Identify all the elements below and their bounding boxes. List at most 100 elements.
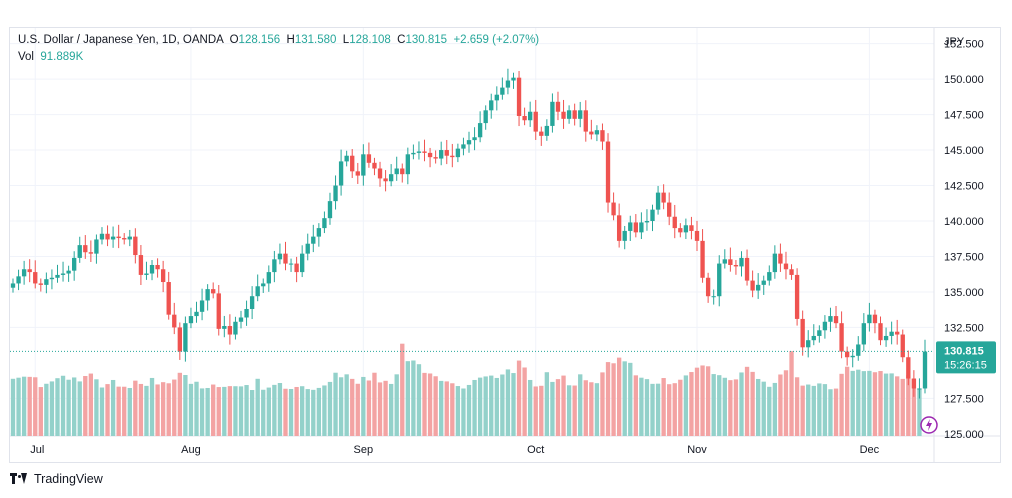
volume-bar <box>55 378 60 436</box>
volume-bar <box>110 379 116 436</box>
candle <box>338 149 344 196</box>
lightning-icon[interactable] <box>920 416 938 434</box>
volume-bar <box>572 385 577 436</box>
candle-body <box>672 216 677 229</box>
volume-bar <box>277 383 283 436</box>
candle <box>155 258 160 278</box>
candle-body <box>99 233 105 240</box>
price-tick-label: 142.500 <box>944 181 984 193</box>
candle <box>21 260 27 285</box>
volume-bar <box>355 383 360 436</box>
candle-body <box>94 239 99 254</box>
volume-bar <box>717 375 722 436</box>
candle <box>172 302 177 335</box>
candle <box>639 212 644 240</box>
time-tick-label: Oct <box>527 444 544 456</box>
candle <box>77 236 82 263</box>
volume-bar <box>233 386 238 436</box>
candle <box>739 251 744 277</box>
candle <box>806 330 811 358</box>
volume-bar <box>77 381 82 436</box>
candle <box>794 268 800 326</box>
volume-bar <box>327 381 333 436</box>
candle <box>405 147 410 185</box>
volume-bar <box>500 374 505 436</box>
close-value: 130.815 <box>405 34 448 46</box>
candle-body <box>772 253 778 273</box>
candle-body <box>194 311 199 317</box>
candle-body <box>655 192 661 210</box>
candle <box>188 307 194 329</box>
candle <box>283 241 288 271</box>
candle <box>555 91 561 121</box>
lightning-icon-bolt <box>926 419 932 431</box>
candle <box>655 185 661 215</box>
volume-bar <box>255 378 260 436</box>
candle <box>705 272 711 303</box>
volume-bar <box>316 387 322 436</box>
candle-body <box>227 326 233 335</box>
candle <box>789 264 794 280</box>
price-tick-label: 132.500 <box>944 322 984 334</box>
candle <box>344 150 349 167</box>
volume-bar <box>405 361 410 436</box>
candle-body <box>622 230 627 241</box>
candle <box>605 133 611 213</box>
candle <box>661 184 666 210</box>
volume-bar <box>539 385 544 436</box>
volume-bar <box>116 386 121 436</box>
candle <box>900 329 905 363</box>
candle-body <box>461 144 466 149</box>
candle <box>817 325 822 343</box>
price-tick-label: 147.500 <box>944 110 984 122</box>
candle-body <box>116 236 121 239</box>
candle-body <box>211 289 216 294</box>
candle-body <box>105 233 110 240</box>
candle-body <box>839 323 844 352</box>
price-tick-label: 152.500 <box>944 39 984 51</box>
candle <box>683 218 689 240</box>
volume-bar <box>605 362 611 436</box>
candle-body <box>794 274 800 319</box>
volume-bar <box>99 387 105 436</box>
candle <box>500 77 505 100</box>
tradingview-footer[interactable]: TradingView <box>10 472 103 486</box>
volume-bar <box>188 383 194 436</box>
candle-body <box>661 192 666 203</box>
candle-body <box>572 110 577 119</box>
volume-bar <box>416 364 422 436</box>
candle <box>372 157 377 176</box>
candle-body <box>528 111 533 121</box>
candle <box>878 316 883 346</box>
candle-body <box>383 178 388 182</box>
candle-body <box>322 218 327 229</box>
volume-label[interactable]: Vol <box>18 51 34 63</box>
candle <box>589 119 594 140</box>
candle <box>594 125 600 142</box>
time-tick-label: Sep <box>354 444 374 456</box>
volume-bar <box>199 388 205 436</box>
volume-bar <box>455 386 461 436</box>
candle <box>266 265 271 292</box>
candle <box>600 123 605 150</box>
candle <box>294 256 299 283</box>
volume-bar <box>772 382 778 436</box>
candle-body <box>439 150 444 159</box>
candle-body <box>405 154 410 175</box>
volume-bar <box>639 377 644 436</box>
symbol-title[interactable]: U.S. Dollar / Japanese Yen, 1D, OANDA <box>18 34 224 46</box>
last-price-tag-bg <box>936 341 996 374</box>
candle <box>383 170 388 192</box>
tradingview-logo-icon <box>10 473 28 485</box>
candle-body <box>555 101 561 112</box>
candle-body <box>717 263 722 297</box>
candle-body <box>922 351 928 389</box>
candle <box>272 250 277 283</box>
candle-body <box>377 168 383 179</box>
candle-body <box>705 277 711 297</box>
candle <box>744 249 750 286</box>
candle <box>16 269 21 291</box>
candle-body <box>344 155 349 162</box>
volume-bar <box>917 388 922 436</box>
